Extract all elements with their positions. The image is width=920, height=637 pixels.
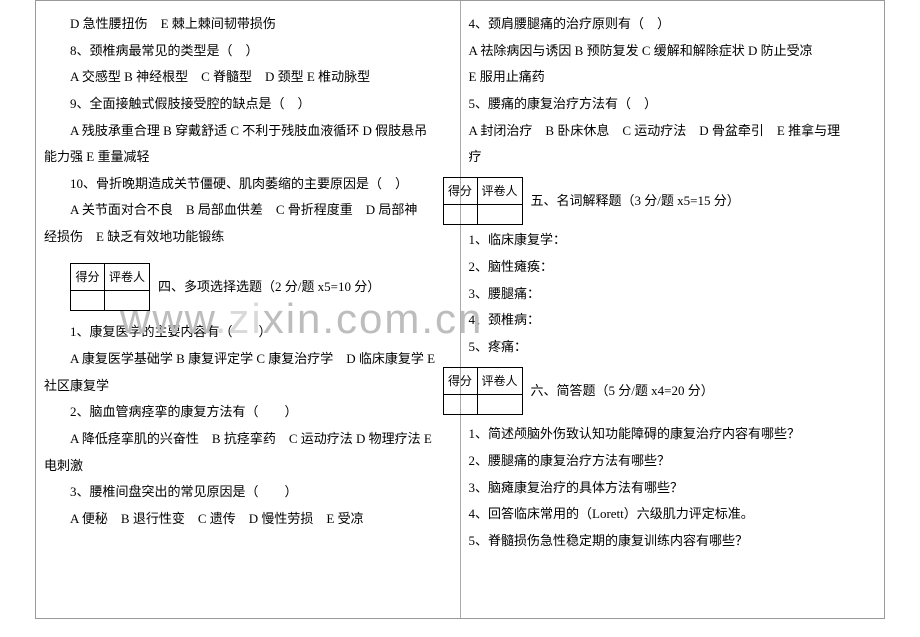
score-label: 得分 bbox=[443, 367, 477, 395]
q9-options-1: A 残肢承重合理 B 穿戴舒适 C 不利于残肢血液循环 D 假肢悬吊 bbox=[44, 118, 452, 145]
page-frame: D 急性腰扭伤 E 棘上棘间韧带损伤 8、颈椎病最常见的类型是（ ） A 交感型… bbox=[35, 0, 885, 619]
s3: 3、脑瘫康复治疗的具体方法有哪些？ bbox=[469, 475, 877, 502]
reviewer-blank bbox=[477, 205, 522, 225]
score-box-sec5: 得分评卷人 bbox=[443, 177, 523, 226]
reviewer-label: 评卷人 bbox=[105, 263, 150, 291]
right-column: 4、颈肩腰腿痛的治疗原则有（ ） A 祛除病因与诱因 B 预防复发 C 缓解和解… bbox=[461, 1, 885, 618]
n4: 4、颈椎病： bbox=[469, 307, 877, 334]
q10-stem: 10、骨折晚期造成关节僵硬、肌肉萎缩的主要原因是（ ） bbox=[44, 171, 452, 198]
s2: 2、腰腿痛的康复治疗方法有哪些？ bbox=[469, 448, 877, 475]
m3-options: A 便秘 B 退行性变 C 遗传 D 慢性劳损 E 受凉 bbox=[44, 506, 452, 533]
q10-options-1: A 关节面对合不良 B 局部血供差 C 骨折程度重 D 局部神 bbox=[44, 197, 452, 224]
q9-options-2: 能力强 E 重量减轻 bbox=[44, 144, 452, 171]
section-6-title: 六、简答题（5 分/题 x4=20 分） bbox=[531, 378, 714, 405]
m2-stem: 2、脑血管病痉挛的康复方法有（ ） bbox=[44, 399, 452, 426]
reviewer-blank bbox=[105, 291, 150, 311]
score-box-sec4: 得分评卷人 bbox=[70, 263, 150, 312]
score-label: 得分 bbox=[443, 177, 477, 205]
score-blank bbox=[443, 395, 477, 415]
q7-options-tail: D 急性腰扭伤 E 棘上棘间韧带损伤 bbox=[44, 11, 452, 38]
q7-opt-d: D 急性腰扭伤 bbox=[70, 16, 148, 31]
section-5-header: 得分评卷人 五、名词解释题（3 分/题 x5=15 分） bbox=[443, 175, 877, 228]
m4-stem: 4、颈肩腰腿痛的治疗原则有（ ） bbox=[469, 11, 877, 38]
m5-options-1: A 封闭治疗 B 卧床休息 C 运动疗法 D 骨盆牵引 E 推拿与理 bbox=[469, 118, 877, 145]
n1: 1、临床康复学： bbox=[469, 227, 877, 254]
q9-stem: 9、全面接触式假肢接受腔的缺点是（ ） bbox=[44, 91, 452, 118]
score-box-sec6: 得分评卷人 bbox=[443, 367, 523, 416]
q8-options: A 交感型 B 神经根型 C 脊髓型 D 颈型 E 椎动脉型 bbox=[44, 64, 452, 91]
m5-stem: 5、腰痛的康复治疗方法有（ ） bbox=[469, 91, 877, 118]
reviewer-label: 评卷人 bbox=[477, 367, 522, 395]
q10-options-2: 经损伤 E 缺乏有效地功能锻练 bbox=[44, 224, 452, 251]
m3-stem: 3、腰椎间盘突出的常见原因是（ ） bbox=[44, 479, 452, 506]
s5: 5、脊髓损伤急性稳定期的康复训练内容有哪些？ bbox=[469, 528, 877, 555]
reviewer-label: 评卷人 bbox=[477, 177, 522, 205]
score-label: 得分 bbox=[71, 263, 105, 291]
m1-options-2: 社区康复学 bbox=[44, 373, 452, 400]
section-4-header: 得分评卷人 四、多项选择选题（2 分/题 x5=10 分） bbox=[44, 261, 452, 314]
reviewer-blank bbox=[477, 395, 522, 415]
section-4-title: 四、多项选择选题（2 分/题 x5=10 分） bbox=[158, 274, 380, 301]
n5: 5、疼痛： bbox=[469, 334, 877, 361]
m2-options-1: A 降低痉挛肌的兴奋性 B 抗痉挛药 C 运动疗法 D 物理疗法 E bbox=[44, 426, 452, 453]
m2-options-2: 电刺激 bbox=[44, 453, 452, 480]
s4: 4、回答临床常用的（Lorett）六级肌力评定标准。 bbox=[469, 501, 877, 528]
section-6-header: 得分评卷人 六、简答题（5 分/题 x4=20 分） bbox=[443, 365, 877, 418]
score-blank bbox=[71, 291, 105, 311]
score-blank bbox=[443, 205, 477, 225]
m1-stem: 1、康复医学的主要内容有（ ） bbox=[44, 319, 452, 346]
s1: 1、简述颅脑外伤致认知功能障碍的康复治疗内容有哪些？ bbox=[469, 421, 877, 448]
n3: 3、腰腿痛： bbox=[469, 281, 877, 308]
left-column: D 急性腰扭伤 E 棘上棘间韧带损伤 8、颈椎病最常见的类型是（ ） A 交感型… bbox=[36, 1, 461, 618]
section-5-title: 五、名词解释题（3 分/题 x5=15 分） bbox=[531, 188, 740, 215]
m5-options-2: 疗 bbox=[469, 144, 877, 171]
n2: 2、脑性瘫痪： bbox=[469, 254, 877, 281]
m1-options-1: A 康复医学基础学 B 康复评定学 C 康复治疗学 D 临床康复学 E bbox=[44, 346, 452, 373]
q7-opt-e: E 棘上棘间韧带损伤 bbox=[161, 16, 276, 31]
m4-options-1: A 祛除病因与诱因 B 预防复发 C 缓解和解除症状 D 防止受凉 bbox=[469, 38, 877, 65]
q8-stem: 8、颈椎病最常见的类型是（ ） bbox=[44, 38, 452, 65]
m4-options-2: E 服用止痛药 bbox=[469, 64, 877, 91]
